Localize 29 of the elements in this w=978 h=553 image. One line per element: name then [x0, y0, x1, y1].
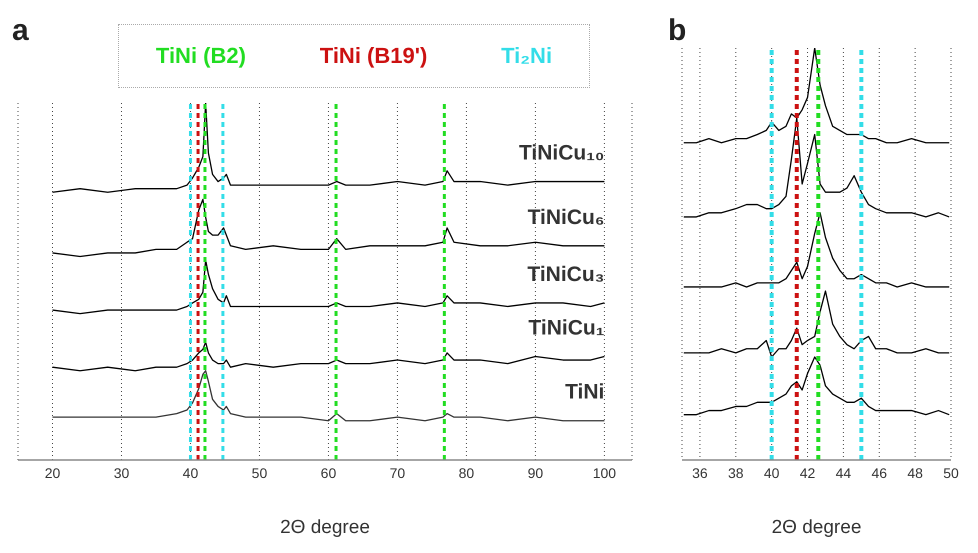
x-axis-title: 2Θ degree [280, 517, 370, 538]
x-tick-label: 30 [114, 464, 130, 481]
x-tick-label: 20 [44, 464, 60, 481]
series-label: TiNi [565, 380, 604, 404]
ref-line-label: TiNi (B2) [156, 43, 246, 69]
x-tick-label: 46 [871, 464, 888, 481]
x-tick-label: 42 [800, 464, 816, 481]
series-label: TiNiCu₁ [528, 316, 604, 340]
x-tick-label: 90 [528, 464, 544, 481]
x-tick-label: 70 [390, 464, 406, 481]
x-tick-label: 36 [692, 464, 708, 481]
chart-title: a [12, 14, 29, 48]
x-tick-label: 48 [907, 464, 924, 481]
x-tick-label: 50 [943, 464, 959, 481]
x-tick-label: 44 [836, 464, 852, 481]
x-tick-label: 60 [320, 464, 336, 481]
series-label: TiNiCu₁₀ [518, 142, 604, 165]
x-tick-label: 100 [592, 464, 616, 481]
series-label: TiNiCu₆ [528, 206, 604, 229]
x-tick-label: 38 [728, 464, 744, 481]
x-tick-label: 40 [182, 464, 198, 481]
x-axis-title: 2Θ degree [772, 517, 862, 538]
ref-line-label: Ti₂Ni [501, 43, 552, 69]
x-tick-label: 50 [252, 464, 268, 481]
x-tick-label: 80 [458, 464, 474, 481]
series-label: TiNiCu₃ [527, 262, 604, 286]
ref-line-label: TiNi (B19') [320, 43, 428, 69]
x-tick-label: 40 [764, 464, 780, 481]
chart-title: b [668, 14, 686, 48]
